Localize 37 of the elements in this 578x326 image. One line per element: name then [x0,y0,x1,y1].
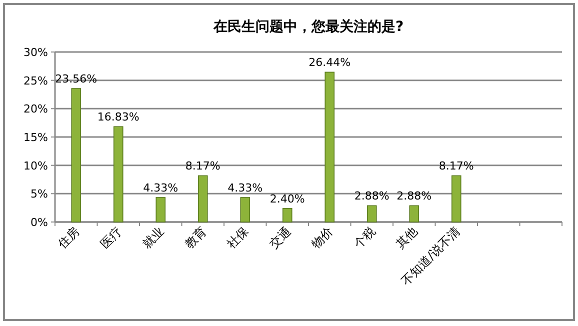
data-label: 2.88% [354,190,390,203]
x-tick-label: 住房 [54,224,82,252]
y-tick-label: 30% [24,46,48,59]
x-tick-label: 社保 [224,224,252,252]
bar [366,205,377,222]
chart-title: 在民生问题中，您最关注的是? [212,18,404,35]
x-tick-label: 其他 [393,224,420,252]
y-tick-label: 0% [30,216,48,229]
data-label: 16.83% [97,110,140,124]
y-tick-label: 25% [24,74,48,88]
data-label: 2.40% [270,192,305,206]
x-tick-label: 医疗 [98,224,124,252]
x-tick-label: 教育 [182,224,209,252]
data-label: 26.44% [308,56,351,70]
x-tick-label: 交通 [266,224,294,252]
bar [156,197,166,222]
bar [324,72,335,222]
x-tick-label: 物价 [308,224,336,252]
x-tick-label: 就业 [140,224,167,252]
bar [240,197,250,222]
bar [198,175,208,222]
data-label: 8.17% [185,160,220,173]
data-label: 4.33% [143,181,178,194]
data-label: 2.88% [396,190,432,203]
data-label: 23.56% [55,72,98,86]
data-label: 4.33% [228,181,263,194]
bar [71,88,82,222]
bar [282,208,292,222]
y-tick-label: 10% [24,159,48,172]
bar [409,205,420,222]
bar [113,126,124,222]
y-tick-label: 5% [30,188,48,201]
data-label: 8.17% [438,160,474,173]
bar [451,175,462,222]
y-tick-label: 20% [24,102,48,116]
x-tick-label: 个税 [351,224,378,252]
y-tick-label: 15% [24,131,48,144]
